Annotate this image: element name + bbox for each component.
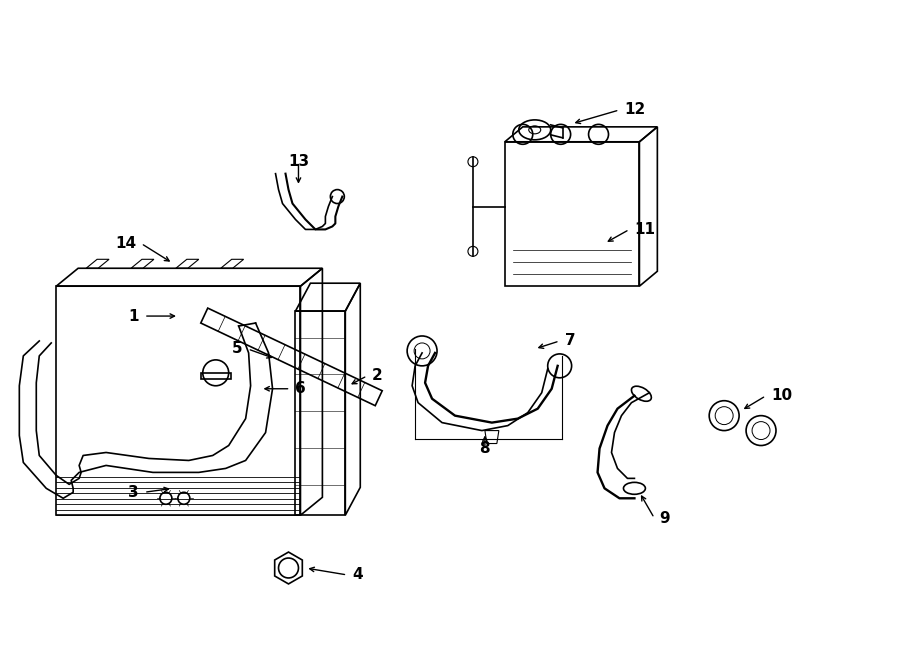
Text: 11: 11 <box>634 222 655 237</box>
Text: 14: 14 <box>115 236 136 251</box>
Text: 5: 5 <box>232 342 243 356</box>
Text: 12: 12 <box>625 102 645 118</box>
Text: 4: 4 <box>352 567 363 582</box>
Text: 13: 13 <box>288 154 309 169</box>
Text: 9: 9 <box>660 511 670 525</box>
Text: 7: 7 <box>564 333 575 348</box>
Text: 8: 8 <box>480 441 491 456</box>
Text: 6: 6 <box>295 381 306 396</box>
Text: 3: 3 <box>129 485 139 500</box>
Bar <box>201 373 230 379</box>
Text: 10: 10 <box>771 388 792 403</box>
Text: 1: 1 <box>129 309 139 324</box>
Text: 2: 2 <box>373 368 383 383</box>
